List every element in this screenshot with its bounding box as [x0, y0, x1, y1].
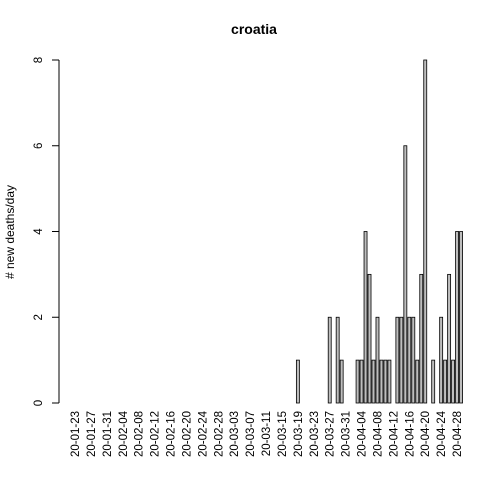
bar — [395, 316, 400, 404]
bar — [339, 359, 344, 404]
x-tick-label: 20-02-20 — [181, 411, 193, 457]
bar — [407, 316, 412, 404]
bar — [375, 316, 380, 404]
x-tick-label: 20-03-23 — [309, 411, 321, 457]
bar — [371, 359, 376, 404]
x-axis: 20-01-23 20-01-27 20-01-31 20-02-04 20-02-08… — [70, 410, 464, 457]
x-tick-label: 20-04-08 — [372, 411, 384, 457]
x-tick-label: 20-01-23 — [70, 411, 82, 457]
x-tick-label: 20-02-16 — [166, 411, 178, 457]
y-axis: 0 2 4 6 8 — [33, 57, 60, 406]
x-tick-label: 20-03-07 — [245, 411, 257, 457]
x-tick-label: 20-04-20 — [420, 411, 432, 457]
x-tick-label: 20-02-08 — [134, 411, 146, 457]
y-tick-label: 2 — [33, 314, 45, 320]
bar — [443, 359, 448, 404]
bar — [379, 359, 384, 404]
bar — [451, 359, 456, 404]
x-tick-label: 20-04-24 — [436, 410, 448, 457]
bar — [327, 316, 332, 404]
x-tick-label: 20-03-15 — [277, 411, 289, 457]
x-tick-label: 20-03-19 — [293, 411, 305, 457]
bars — [295, 59, 463, 404]
bar — [411, 316, 416, 404]
bar — [459, 231, 463, 404]
x-tick-label: 20-01-31 — [102, 411, 114, 457]
x-tick-label: 20-02-24 — [197, 410, 209, 457]
bar — [295, 359, 300, 404]
x-tick-label: 20-02-28 — [213, 411, 225, 457]
bar — [423, 59, 428, 404]
bar — [383, 359, 388, 404]
x-tick-label: 20-03-31 — [341, 411, 353, 457]
x-tick-label: 20-03-27 — [325, 411, 337, 457]
x-tick-label: 20-02-04 — [118, 410, 130, 457]
y-tick-label: 8 — [33, 57, 45, 63]
y-tick-label: 4 — [33, 228, 45, 235]
x-tick-label: 20-04-12 — [388, 411, 400, 457]
bar — [439, 316, 444, 404]
bar — [399, 316, 404, 404]
x-tick-label: 20-04-28 — [452, 411, 464, 457]
x-tick-label: 20-04-04 — [357, 410, 369, 457]
x-tick-label: 20-02-12 — [150, 411, 162, 457]
bar — [447, 273, 452, 404]
bar — [355, 359, 360, 404]
x-tick-label: 20-03-11 — [261, 411, 273, 456]
bar — [367, 273, 372, 404]
bar — [455, 231, 459, 404]
x-tick-label: 20-04-16 — [404, 411, 416, 457]
bar — [431, 359, 436, 404]
bar — [363, 231, 368, 404]
bar — [335, 316, 340, 404]
bar — [387, 359, 392, 404]
bar — [419, 273, 424, 404]
y-tick-label: 0 — [33, 400, 45, 406]
x-tick-label: 20-01-27 — [86, 411, 98, 457]
x-tick-label: 20-03-03 — [229, 411, 241, 457]
bar — [403, 145, 408, 404]
chart-title: croatia — [231, 21, 277, 37]
bar — [415, 359, 420, 404]
y-axis-label: # new deaths/day — [3, 185, 17, 279]
bar — [359, 359, 364, 404]
y-tick-label: 6 — [33, 143, 45, 149]
